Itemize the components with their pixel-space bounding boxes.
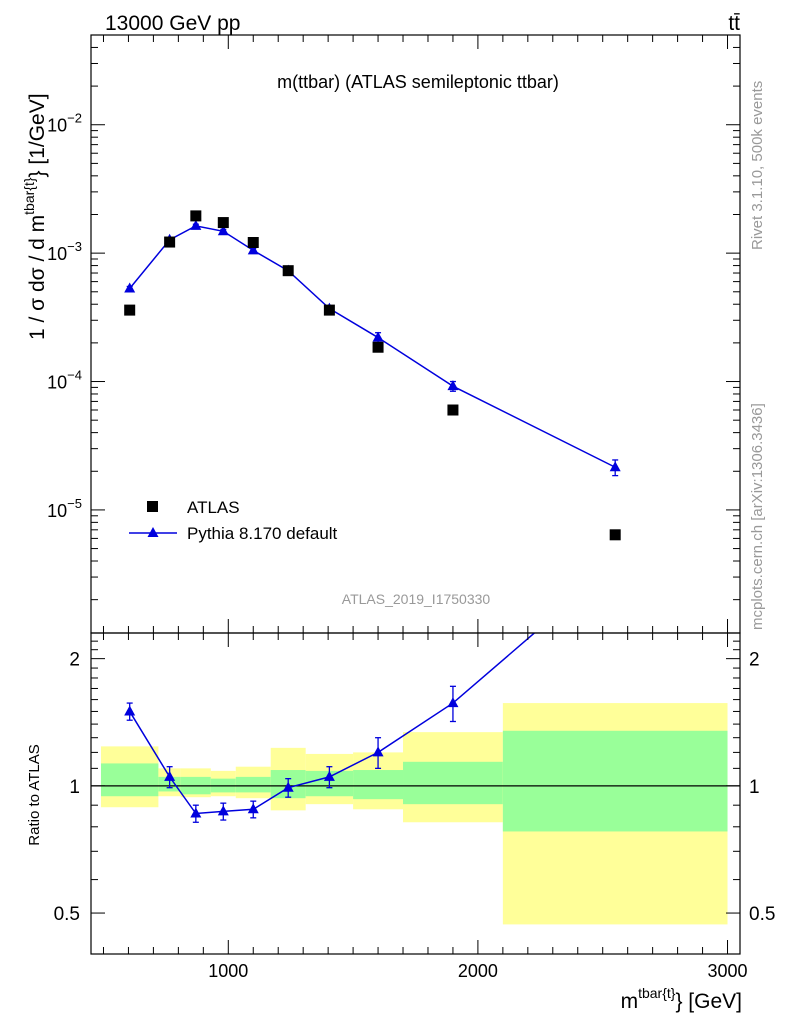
x-tick-label: 3000 — [707, 961, 747, 981]
ratio-mc-line — [129, 633, 536, 815]
ratio-mc-point — [217, 805, 229, 816]
main-mc-point — [217, 225, 229, 236]
main-frame — [90, 34, 741, 634]
main-mc-point — [372, 331, 384, 342]
ratio-mc-point — [323, 770, 335, 781]
ratio-mc-point — [164, 770, 176, 781]
mcplots-label: mcplots.cern.ch [arXiv:1306.3436] — [749, 403, 766, 630]
ratio-y-tick-label: 0.5 — [54, 904, 80, 925]
ratio-panel: 2 2 1 1 0.5 0.5 Ratio to ATLAS — [26, 557, 775, 955]
ratio-mc-point — [372, 746, 384, 757]
main-data-point — [609, 529, 621, 541]
ratio-band-green — [235, 776, 271, 793]
main-data-point — [164, 236, 176, 248]
main-data-point — [447, 404, 459, 416]
main-data-point — [217, 217, 229, 229]
ratio-mc-point — [447, 697, 459, 708]
ratio-y-tick-label-right: 1 — [749, 777, 760, 798]
main-y-tick-label: 10−3 — [47, 239, 82, 264]
ratio-y-tick-label-right: 0.5 — [749, 904, 775, 925]
ratio-y-tick-label: 2 — [69, 650, 80, 671]
legend-atlas-marker — [147, 501, 158, 512]
energy-label: 13000 GeV pp — [105, 12, 240, 35]
ratio-y-tick-label-right: 2 — [749, 650, 760, 671]
legend-pythia-label: Pythia 8.170 default — [187, 524, 338, 543]
main-mc-point — [609, 461, 621, 472]
ratio-mc-point — [282, 781, 294, 792]
analysis-id: ATLAS_2019_I1750330 — [342, 591, 491, 607]
legend: ATLAS Pythia 8.170 default — [129, 498, 338, 543]
ratio-mc-point — [247, 803, 259, 814]
ratio-y-axis-title: Ratio to ATLAS — [26, 744, 43, 845]
ratio-band-green — [100, 763, 159, 797]
main-panel: m(ttbar) (ATLAS semileptonic ttbar) ATLA… — [21, 34, 741, 634]
main-data-point — [247, 237, 259, 249]
main-mc-point — [124, 282, 136, 293]
main-y-axis-title: 1 / σ dσ / d mtbar{t}} [1/GeV] — [21, 93, 49, 340]
x-tick-label: 2000 — [458, 961, 498, 981]
legend-atlas-label: ATLAS — [187, 498, 240, 517]
main-mc-point — [247, 244, 259, 255]
ratio-mc-point — [610, 557, 621, 567]
ratio-band-green — [403, 761, 503, 805]
ratio-band-green — [502, 730, 728, 832]
x-axis-title: mtbar{t}} [GeV] — [621, 985, 742, 1013]
rivet-label: Rivet 3.1.10, 500k events — [749, 81, 766, 250]
main-data-point — [124, 304, 136, 316]
main-y-tick-label: 10−5 — [47, 496, 82, 521]
ratio-frame — [90, 632, 741, 955]
main-data-point — [323, 304, 335, 316]
main-mc-point — [190, 219, 202, 230]
main-y-tick-label: 10−2 — [47, 111, 82, 136]
ratio-mc-point — [190, 807, 202, 818]
main-data-point — [372, 341, 384, 353]
ratio-mc-group — [124, 557, 621, 823]
ratio-band-green — [353, 770, 404, 800]
main-data-point — [190, 210, 202, 222]
main-data-point — [282, 265, 294, 277]
ratio-mc-point — [124, 705, 136, 716]
plot-title: m(ttbar) (ATLAS semileptonic ttbar) — [277, 72, 559, 92]
main-mc-line — [129, 225, 616, 468]
main-mc-point — [447, 380, 459, 391]
legend-pythia-marker — [147, 527, 159, 537]
ratio-y-tick-label: 1 — [69, 777, 80, 798]
x-tick-label: 1000 — [208, 961, 248, 981]
main-y-tick-label: 10−4 — [47, 368, 82, 393]
process-label: tt̄ — [728, 12, 740, 35]
